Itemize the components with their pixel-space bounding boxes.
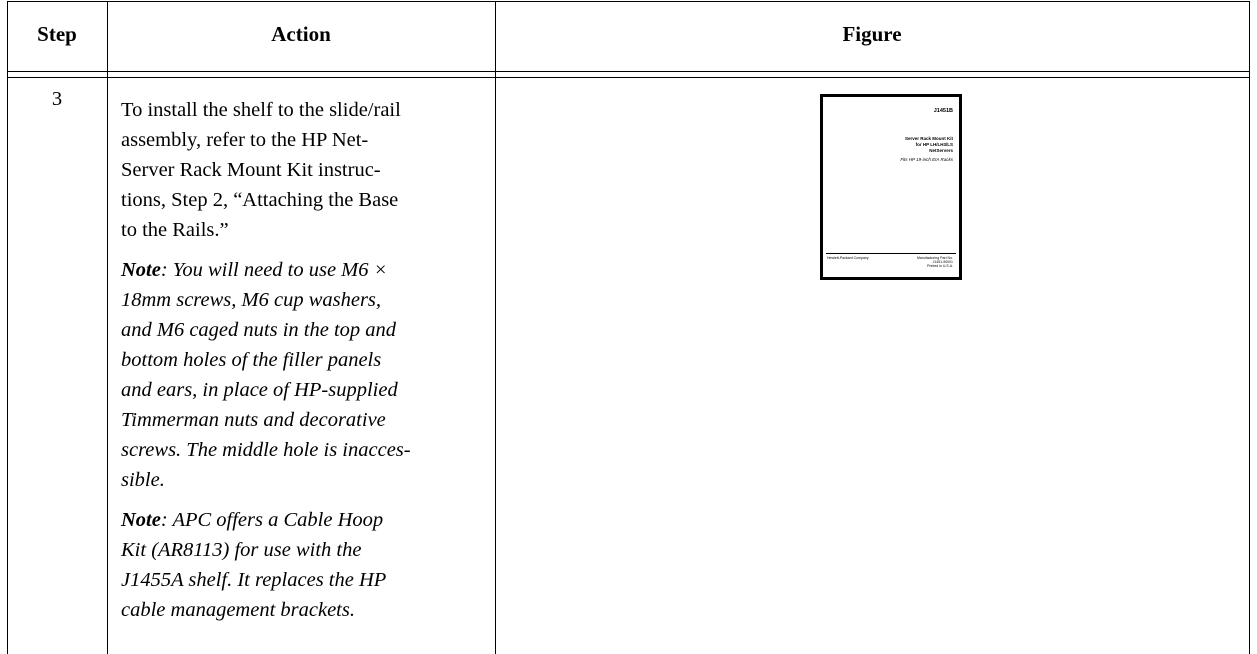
note-label: Note — [121, 259, 161, 281]
cover-title: NetServers — [929, 148, 953, 153]
cover-footer: Printed in U.S.A. — [927, 264, 953, 268]
note-text: and ears, in place of HP-supplied — [121, 379, 398, 401]
cover-title: for HP LH/LH3/LS — [915, 142, 953, 147]
note-line: and M6 caged nuts in the top and — [121, 318, 396, 342]
note-text: 18mm screws, M6 cup washers, — [121, 289, 382, 311]
note-line: 18mm screws, M6 cup washers, — [121, 288, 381, 312]
note-text: cable management brackets. — [121, 599, 355, 621]
cover-rule — [826, 253, 956, 254]
note-line: cable management brackets. — [121, 598, 355, 622]
header-rule — [7, 77, 1249, 78]
cover-footer: Hewlett-Packard Company — [827, 256, 869, 260]
note-line: Kit (AR8113) for use with the — [121, 538, 361, 562]
header-cell: Step — [37, 22, 77, 46]
note-line: and ears, in place of HP-supplied — [121, 378, 398, 402]
column-border — [107, 1, 108, 654]
note-text: : You will need to use M6 × — [160, 259, 388, 281]
note-text: screws. The middle hole is inacces- — [121, 439, 411, 461]
column-border — [495, 1, 496, 654]
note-text: and M6 caged nuts in the top and — [121, 319, 397, 341]
header-cell: Action — [271, 22, 331, 46]
column-border — [1249, 1, 1250, 654]
note-line: screws. The middle hole is inacces- — [121, 438, 411, 462]
note-text: sible. — [121, 469, 165, 491]
manual-cover: J1451B Server Rack Mount Kit for HP LH/L… — [820, 94, 962, 280]
note-text: J1455A shelf. It replaces the HP — [121, 569, 387, 591]
note-label: Note — [121, 509, 161, 531]
note-line: bottom holes of the filler panels — [121, 348, 381, 372]
note-line: Note: APC offers a Cable Hoop — [121, 508, 383, 532]
action-line: Server Rack Mount Kit instruc- — [121, 159, 381, 181]
note-text: : APC offers a Cable Hoop — [160, 509, 384, 531]
column-border — [7, 1, 8, 654]
action-line: assembly, refer to the HP Net- — [121, 129, 369, 151]
action-line: To install the shelf to the slide/rail — [121, 99, 401, 121]
cover-footer: J1451-90001 — [932, 260, 953, 264]
note-text: bottom holes of the filler panels — [121, 349, 382, 371]
note-text: Kit (AR8113) for use with the — [121, 539, 362, 561]
note-text: Timmerman nuts and decorative — [121, 409, 386, 431]
step-number: 3 — [51, 88, 63, 110]
note-line: J1455A shelf. It replaces the HP — [121, 568, 386, 592]
cover-subtitle: Fits HP 19-inch EIA Racks — [900, 157, 953, 162]
note-line: sible. — [121, 468, 165, 492]
cover-footer: Manufacturing Part No. — [917, 256, 953, 260]
note-line: Timmerman nuts and decorative — [121, 408, 386, 432]
header-rule — [7, 71, 1249, 72]
action-line: to the Rails.” — [121, 219, 229, 241]
cover-title: Server Rack Mount Kit — [904, 136, 953, 141]
cover-code: J1451B — [933, 108, 953, 114]
header-cell: Figure — [842, 22, 902, 46]
top-border — [7, 1, 1249, 2]
action-line: tions, Step 2, “Attaching the Base — [121, 189, 399, 211]
note-line: Note: You will need to use M6 × — [121, 258, 387, 282]
